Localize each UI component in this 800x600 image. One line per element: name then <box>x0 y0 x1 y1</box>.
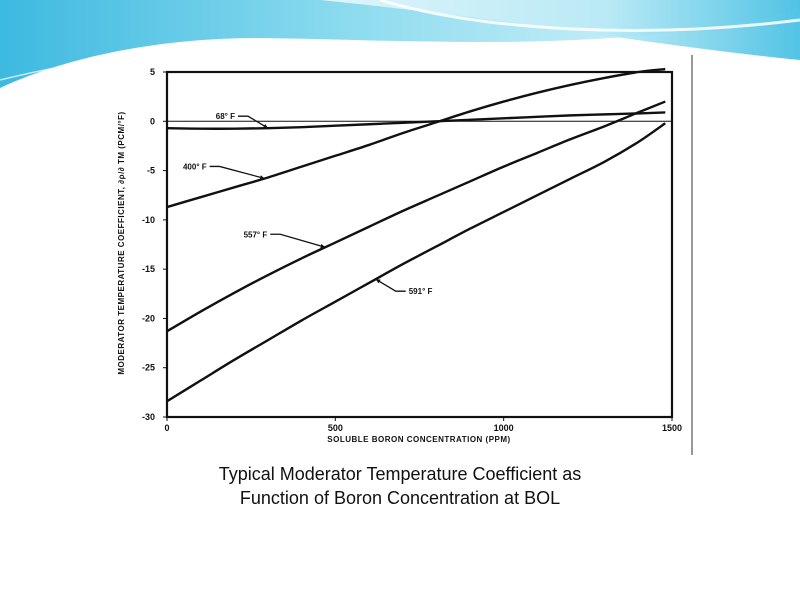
y-tick-label: -10 <box>142 215 155 225</box>
series-label-1: 400° F <box>183 162 207 171</box>
y-tick-label: -25 <box>142 363 155 373</box>
annotation-arrowhead <box>259 175 265 180</box>
y-tick-label: -30 <box>142 412 155 422</box>
y-tick-label: 0 <box>150 116 155 126</box>
annotation-arrowhead <box>320 243 326 249</box>
x-axis: 0 500 1000 1500 <box>164 417 682 433</box>
y-tick-label: -15 <box>142 264 155 274</box>
series-label-0: 68° F <box>216 112 235 121</box>
caption-line-1: Typical Moderator Temperature Coefficien… <box>218 464 582 484</box>
y-tick-label: 5 <box>150 67 155 77</box>
y-tick-label: -20 <box>142 313 155 323</box>
x-tick-label: 500 <box>328 423 343 433</box>
y-axis: 5 0 -5 -10 -15 -20 -25 -30 <box>142 67 167 422</box>
series-annotations: 68° F 400° F 557° F 591° F <box>183 112 433 296</box>
series-label-3: 591° F <box>409 287 433 296</box>
series-line-3 <box>166 122 666 403</box>
annotation-arrowhead <box>375 279 381 284</box>
annotation-leader <box>209 165 265 180</box>
series-lines <box>166 67 666 403</box>
plot-border <box>165 70 674 419</box>
annotation-leader <box>238 115 269 129</box>
y-tick-label: -5 <box>147 166 155 176</box>
x-tick-label: 0 <box>164 423 169 433</box>
series-line-2 <box>166 100 666 333</box>
figure-caption: Typical Moderator Temperature Coefficien… <box>100 462 700 510</box>
series-line-0 <box>166 111 666 130</box>
annotation-arrowhead <box>263 124 268 129</box>
x-axis-title: SOLUBLE BORON CONCENTRATION (PPM) <box>327 435 510 444</box>
series-label-2: 557° F <box>244 230 268 239</box>
annotation-leader <box>375 278 406 292</box>
decorative-banner <box>0 0 800 88</box>
x-tick-label: 1500 <box>662 423 682 433</box>
annotation-leader <box>270 233 326 248</box>
series-line-1 <box>166 67 666 209</box>
y-axis-title: MODERATOR TEMPERATURE COEFFICIENT, ∂ρ/∂ … <box>117 111 126 374</box>
x-tick-label: 1000 <box>494 423 514 433</box>
caption-line-2: Function of Boron Concentration at BOL <box>239 488 561 508</box>
